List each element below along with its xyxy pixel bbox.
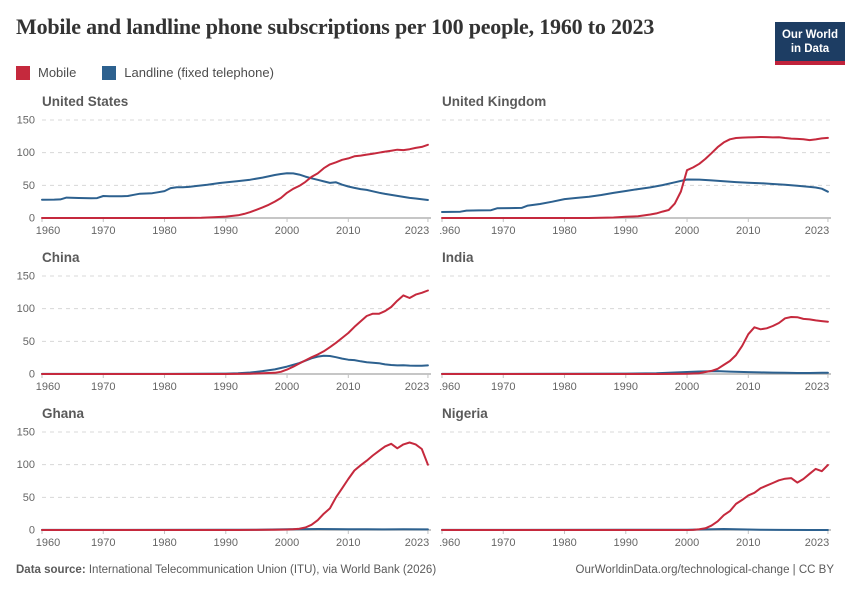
svg-text:2010: 2010 <box>336 381 360 393</box>
svg-text:2010: 2010 <box>736 225 760 237</box>
svg-text:2010: 2010 <box>336 537 360 549</box>
svg-text:100: 100 <box>17 147 35 159</box>
panel-title-united-states: United States <box>42 94 129 109</box>
svg-text:1980: 1980 <box>552 537 576 549</box>
svg-text:2010: 2010 <box>736 537 760 549</box>
svg-text:50: 50 <box>23 492 35 504</box>
svg-text:1990: 1990 <box>614 537 638 549</box>
svg-text:1970: 1970 <box>91 537 115 549</box>
svg-text:2000: 2000 <box>675 225 699 237</box>
svg-text:1980: 1980 <box>152 537 176 549</box>
footer: Data source: International Telecommunica… <box>16 564 834 576</box>
owid-logo-line1: Our World <box>781 29 838 41</box>
svg-text:0: 0 <box>29 213 35 225</box>
svg-text:1960: 1960 <box>440 381 460 393</box>
svg-text:100: 100 <box>17 459 35 471</box>
data-source-note: Data source: International Telecommunica… <box>16 564 436 576</box>
svg-text:150: 150 <box>17 427 35 439</box>
chart-india: 1960 1970 1980 1990 2000 2010 2023 <box>440 275 831 393</box>
svg-text:2023: 2023 <box>405 225 429 237</box>
panel-ghana: Ghana 0 50 100 150 1960 1970 1980 1990 2000 2010 2… <box>16 394 434 550</box>
svg-text:0: 0 <box>29 525 35 537</box>
landline-swatch-icon <box>102 65 117 80</box>
svg-text:1980: 1980 <box>552 225 576 237</box>
footer-link[interactable]: OurWorldinData.org/technological-change … <box>575 564 834 576</box>
chart-united-kingdom: 1960 1970 1980 1990 2000 2010 2023 <box>440 119 831 237</box>
svg-text:1990: 1990 <box>214 537 238 549</box>
svg-text:1990: 1990 <box>614 381 638 393</box>
svg-text:0: 0 <box>29 369 35 381</box>
svg-text:1970: 1970 <box>91 381 115 393</box>
svg-text:50: 50 <box>23 336 35 348</box>
svg-text:1970: 1970 <box>491 225 515 237</box>
panel-title-china: China <box>42 250 80 265</box>
owid-logo-line2: in Data <box>790 43 830 55</box>
svg-text:2023: 2023 <box>405 381 429 393</box>
svg-text:1960: 1960 <box>36 537 60 549</box>
svg-text:2000: 2000 <box>275 381 299 393</box>
panel-nigeria: Nigeria 1960 1970 1980 1990 2000 2010 2023 <box>440 394 834 550</box>
chart-united-states: 0 50 100 150 1960 1970 1980 1990 2000 2010 2023 <box>17 115 431 237</box>
legend-item-landline[interactable]: Landline (fixed telephone) <box>102 65 274 80</box>
svg-text:100: 100 <box>17 303 35 315</box>
panel-india: India 1960 1970 1980 1990 2000 2010 2023 <box>440 238 834 394</box>
charts-grid: United States 0 50 100 150 1960 1970 1980 1990 2… <box>16 82 834 550</box>
svg-text:2023: 2023 <box>405 537 429 549</box>
panel-title-india: India <box>442 250 474 265</box>
svg-text:1960: 1960 <box>36 225 60 237</box>
svg-text:150: 150 <box>17 115 35 127</box>
svg-text:50: 50 <box>23 180 35 192</box>
chart-ghana: 0 50 100 150 1960 1970 1980 1990 2000 2010 2023 <box>17 427 431 549</box>
panel-united-kingdom: United Kingdom 1960 1970 1980 1990 2000 2010 2… <box>440 82 834 238</box>
svg-text:2023: 2023 <box>805 381 829 393</box>
page-title: Mobile and landline phone subscriptions … <box>16 14 655 39</box>
panel-title-nigeria: Nigeria <box>442 406 488 421</box>
svg-text:1960: 1960 <box>440 225 460 237</box>
svg-text:1970: 1970 <box>491 537 515 549</box>
legend-label-mobile: Mobile <box>38 65 77 80</box>
svg-text:1960: 1960 <box>36 381 60 393</box>
panel-united-states: United States 0 50 100 150 1960 1970 1980 1990 2… <box>16 82 434 238</box>
svg-text:1970: 1970 <box>491 381 515 393</box>
svg-text:2023: 2023 <box>805 537 829 549</box>
svg-text:1980: 1980 <box>152 381 176 393</box>
svg-text:2010: 2010 <box>336 225 360 237</box>
svg-text:1970: 1970 <box>91 225 115 237</box>
data-source-label: Data source: <box>16 564 86 576</box>
svg-text:1960: 1960 <box>440 537 460 549</box>
legend-label-landline: Landline (fixed telephone) <box>124 65 274 80</box>
panel-china: China 0 50 100 150 1960 1970 1980 1990 2000 2010 2… <box>16 238 434 394</box>
svg-text:1990: 1990 <box>614 225 638 237</box>
panel-title-united-kingdom: United Kingdom <box>442 94 547 109</box>
svg-text:2023: 2023 <box>805 225 829 237</box>
svg-text:2000: 2000 <box>675 537 699 549</box>
data-source-text: International Telecommunication Union (I… <box>85 564 437 576</box>
chart-nigeria: 1960 1970 1980 1990 2000 2010 2023 <box>440 431 831 549</box>
mobile-swatch-icon <box>16 65 30 80</box>
chart-page: Mobile and landline phone subscriptions … <box>0 14 850 576</box>
legend: Mobile Landline (fixed telephone) <box>16 65 834 80</box>
svg-text:2000: 2000 <box>275 225 299 237</box>
svg-text:2000: 2000 <box>275 537 299 549</box>
svg-text:150: 150 <box>17 271 35 283</box>
svg-text:1990: 1990 <box>214 381 238 393</box>
svg-text:2010: 2010 <box>736 381 760 393</box>
svg-text:1980: 1980 <box>152 225 176 237</box>
panel-title-ghana: Ghana <box>42 406 85 421</box>
svg-text:1980: 1980 <box>552 381 576 393</box>
owid-logo[interactable]: Our World in Data <box>775 22 845 65</box>
svg-text:1990: 1990 <box>214 225 238 237</box>
svg-text:2000: 2000 <box>675 381 699 393</box>
legend-item-mobile[interactable]: Mobile <box>16 65 76 80</box>
chart-china: 0 50 100 150 1960 1970 1980 1990 2000 2010 2023 <box>17 271 431 393</box>
